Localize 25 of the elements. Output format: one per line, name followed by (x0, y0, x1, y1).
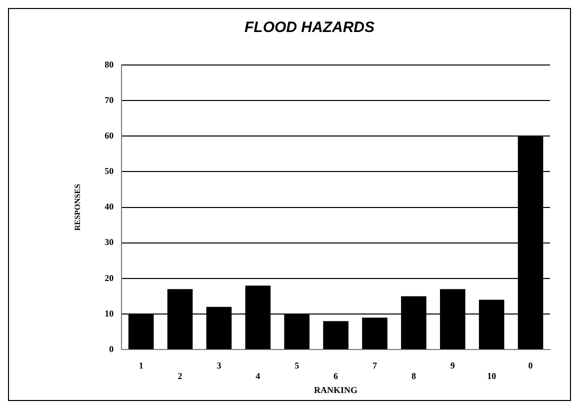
x-tick-label: 4 (256, 371, 261, 382)
chart-title: FLOOD HAZARDS (244, 19, 374, 36)
x-tick-label: 1 (138, 360, 144, 370)
x-tick-label: 2 (178, 371, 183, 382)
x-tick-label: 9 (450, 360, 456, 370)
x-tick-label: 7 (372, 360, 378, 370)
x-tick-label: 10 (487, 371, 497, 382)
y-tick-label: 60 (104, 130, 114, 140)
x-tick-label: 5 (294, 360, 300, 370)
x-tick-label: 6 (334, 371, 339, 382)
y-tick-label: 80 (104, 59, 114, 70)
x-axis-title: RANKING (314, 384, 358, 395)
y-tick-label: 40 (104, 202, 114, 212)
x-tick-label: 0 (528, 360, 534, 370)
y-tick-label: 50 (104, 166, 114, 176)
y-tick-label: 20 (104, 272, 114, 283)
x-tick-label: 3 (216, 360, 222, 370)
bar (323, 321, 348, 350)
x-tick-label: 8 (411, 371, 416, 382)
y-tick-label: 30 (104, 237, 114, 248)
y-axis-title: RESPONSES (72, 183, 82, 231)
bar (362, 318, 388, 350)
y-tick-label: 0 (109, 344, 114, 354)
y-tick-label: 10 (104, 308, 114, 318)
y-tick-label: 70 (104, 94, 114, 105)
